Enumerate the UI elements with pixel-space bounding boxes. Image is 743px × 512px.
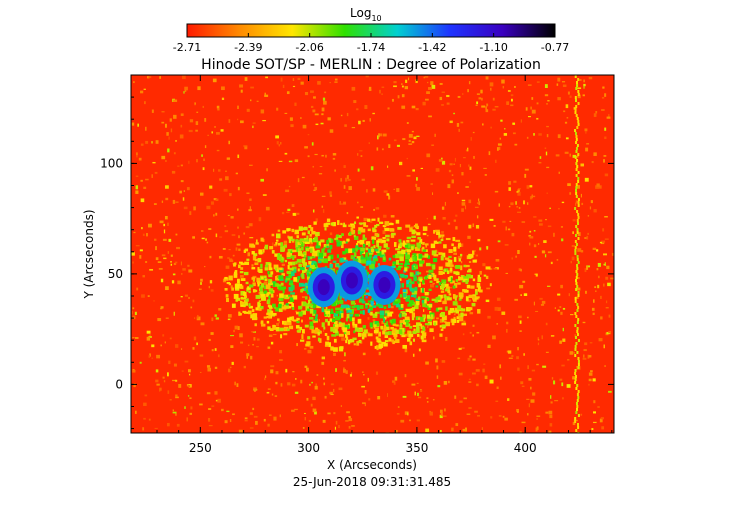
x-tick-label: 400 [514,441,537,455]
timestamp: 25-Jun-2018 09:31:31.485 [293,475,451,489]
colorbar: Log10 -2.71 -2.39 -2.06 -1.74 -1.42 -1.10 -0.7… [173,6,569,54]
x-tick-label: 250 [189,441,212,455]
x-axis-label: X (Arcseconds) [327,458,417,472]
chart-title: Hinode SOT/SP - MERLIN : Degree of Polar… [201,57,541,73]
umbra-2 [335,260,368,301]
colorbar-ticks: -2.71 -2.39 -2.06 -1.74 -1.42 -1.10 -0.77 [173,33,569,54]
y-tick-label: 50 [108,267,123,281]
sunspot-umbrae [307,260,401,308]
y-axis: 0 50 100 [100,74,614,430]
x-tick-label: 350 [405,441,428,455]
y-tick-label: 100 [100,156,123,170]
umbra-3 [368,264,401,305]
colorbar-tick-label: -1.42 [418,41,446,54]
scan-artifact-stripe [574,75,580,433]
colorbar-tick-label: -1.74 [357,41,385,54]
colorbar-tick-label: -2.39 [234,41,262,54]
y-axis-label: Y (Arcseconds) [82,209,96,299]
plot-frame [130,74,615,434]
colorbar-tick-label: -2.71 [173,41,201,54]
plot-area [131,75,614,433]
colorbar-tick-label: -0.77 [541,41,569,54]
colorbar-label: Log10 [350,6,382,23]
x-axis: 250 300 350 400 [156,75,613,455]
colorbar-tick-label: -2.06 [295,41,323,54]
umbra-1 [307,267,340,308]
colorbar-tick-label: -1.10 [479,41,507,54]
y-tick-label: 0 [115,377,123,391]
x-tick-label: 300 [297,441,320,455]
